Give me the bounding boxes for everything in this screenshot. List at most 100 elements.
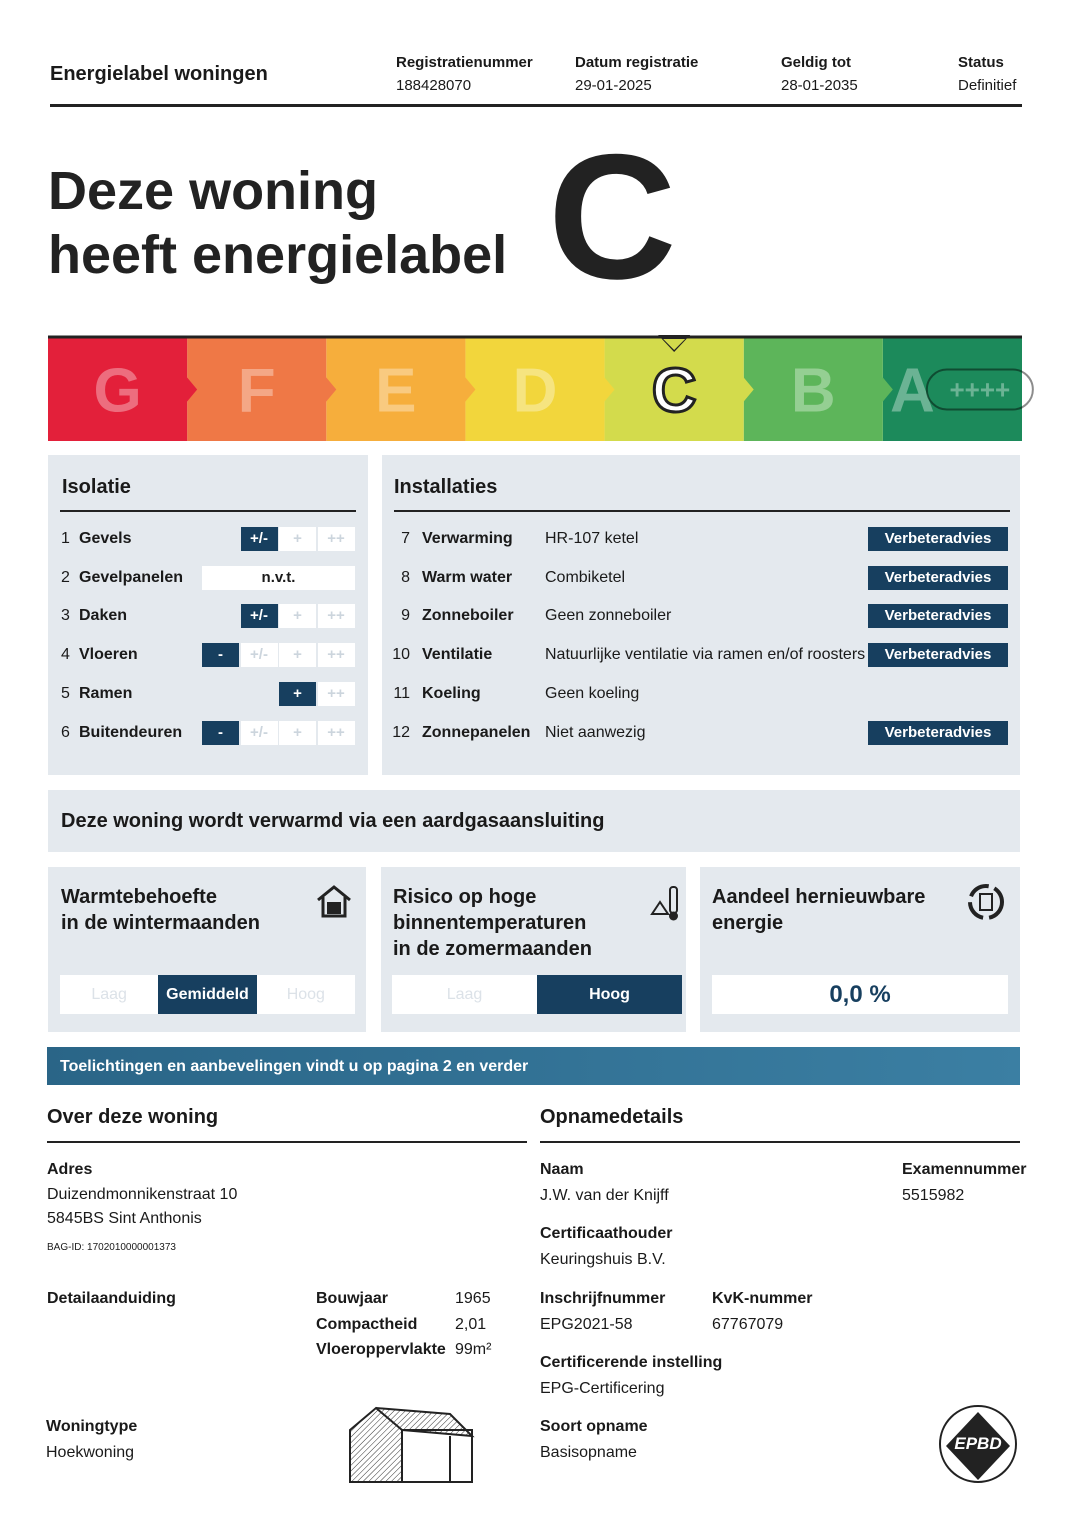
row-num: 6	[61, 723, 70, 741]
energy-scale: G F E D C B A ++++	[48, 335, 1034, 441]
house-drawing	[349, 1406, 475, 1483]
rating-cell: +	[279, 643, 316, 668]
scale-letter: D	[513, 357, 558, 426]
row-num: 10	[392, 646, 410, 664]
logo-text: EPBD	[954, 1434, 1001, 1453]
rating-cell: -	[202, 720, 239, 745]
field-label: Certificaathouder	[540, 1225, 673, 1242]
row-num: 3	[61, 607, 70, 625]
address: 5845BS Sint Anthonis	[47, 1210, 202, 1227]
detail-value: 2,01	[455, 1315, 487, 1333]
header-value: 29-01-2025	[575, 77, 652, 94]
row-name: Koeling	[422, 684, 481, 702]
rule	[394, 510, 1010, 512]
card-title: energie	[712, 912, 784, 934]
card-option: Hoog	[256, 975, 355, 1014]
bag-id: BAG-ID: 1702010000001373	[47, 1242, 176, 1253]
row-num: 12	[392, 723, 410, 741]
scale-letter: G	[93, 357, 141, 426]
rule	[50, 104, 1022, 107]
detail-label: Bouwjaar	[316, 1290, 389, 1307]
card-title: in de wintermaanden	[61, 912, 260, 934]
field-label: Certificerende instelling	[540, 1354, 723, 1371]
scale-segment	[743, 338, 893, 441]
scale-letter: C	[652, 357, 697, 426]
header-label: Datum registratie	[575, 54, 699, 71]
scale-segment	[604, 338, 754, 441]
header-value: 28-01-2035	[781, 77, 858, 94]
row-name: Ventilatie	[422, 646, 493, 664]
field-label: Soort opname	[540, 1418, 648, 1435]
renewable-icon	[968, 884, 1004, 920]
header-value: 188428070	[396, 77, 472, 94]
scale-letter: F	[238, 357, 276, 426]
field-label: Inschrijfnummer	[540, 1290, 666, 1307]
row-name: Buitendeuren	[79, 723, 183, 741]
house-icon	[317, 885, 351, 918]
detail-value: 1965	[455, 1290, 491, 1307]
hero-line: heeft energielabel	[48, 225, 508, 285]
doc-title: Energielabel woningen	[50, 63, 268, 85]
rating-cell: +	[279, 681, 316, 706]
card-title: Warmtebehoefte	[61, 886, 217, 908]
row-value: Natuurlijke ventilatie via ramen en/of r…	[545, 646, 866, 664]
advice-button: Verbeteradvies	[868, 527, 1008, 551]
thermometer-icon	[650, 886, 678, 921]
header-label: Status	[958, 54, 1004, 71]
scale-segment	[465, 338, 615, 441]
card-option: Laag	[60, 975, 159, 1014]
rating-cell: +	[279, 604, 316, 629]
card-value: 0,0 %	[712, 975, 1008, 1014]
rating-cell: ++	[317, 681, 355, 706]
detail-label: Compactheid	[316, 1315, 418, 1333]
scale-letter: B	[791, 357, 836, 426]
field-value: J.W. van der Knijff	[540, 1187, 669, 1204]
rule	[47, 1141, 527, 1143]
banner-text: Deze woning wordt verwarmd via een aardg…	[61, 810, 605, 832]
rule	[540, 1141, 1020, 1143]
rating-cell: ++	[317, 643, 355, 668]
field-label: Naam	[540, 1161, 584, 1178]
plus-pill	[925, 368, 1034, 411]
rating-cell: +	[279, 527, 316, 551]
row-name: Zonnepanelen	[422, 723, 531, 741]
field-value: Hoekwoning	[46, 1444, 135, 1461]
scale-segment	[187, 338, 337, 441]
advice-button: Verbeteradvies	[868, 643, 1008, 668]
banner	[48, 790, 1020, 852]
field-value: EPG-Certificering	[540, 1380, 665, 1397]
advice-button: Verbeteradvies	[868, 565, 1008, 590]
scale-segment	[326, 338, 476, 441]
row-num: 11	[393, 684, 410, 702]
row-name: Vloeren	[79, 646, 138, 664]
row-value: Combiketel	[545, 568, 626, 586]
row-num: 4	[61, 646, 70, 664]
note-bar	[47, 1047, 1020, 1085]
row-num: 5	[61, 684, 70, 702]
card-option: Laag	[392, 975, 537, 1014]
scale-letter: A	[890, 357, 935, 426]
row-name: Warm water	[422, 568, 513, 586]
row-num: 9	[401, 607, 410, 625]
row-name: Zonneboiler	[422, 607, 514, 625]
card-option: Hoog	[537, 975, 682, 1014]
field-label: Detailaanduiding	[47, 1290, 176, 1307]
field-value: 5515982	[902, 1187, 965, 1204]
rating-cell: ++	[317, 720, 355, 745]
field-value: EPG2021-58	[540, 1316, 633, 1333]
row-value: Niet aanwezig	[545, 723, 646, 741]
note-text: Toelichtingen en aanbevelingen vindt u o…	[60, 1058, 529, 1075]
row-num: 7	[401, 530, 410, 547]
scale-segment	[48, 338, 198, 441]
rating-cell: ++	[317, 604, 355, 629]
rating-cell: -	[202, 643, 239, 668]
field-label: Woningtype	[46, 1418, 138, 1435]
rating-cell: +/-	[240, 643, 278, 668]
section-title: Isolatie	[62, 476, 131, 498]
rating-cell: +	[279, 720, 316, 745]
section-title: Installaties	[394, 476, 498, 498]
rating-na: n.v.t.	[202, 565, 355, 590]
row-value: HR-107 ketel	[545, 530, 639, 547]
hero-line: Deze woning	[48, 161, 379, 221]
